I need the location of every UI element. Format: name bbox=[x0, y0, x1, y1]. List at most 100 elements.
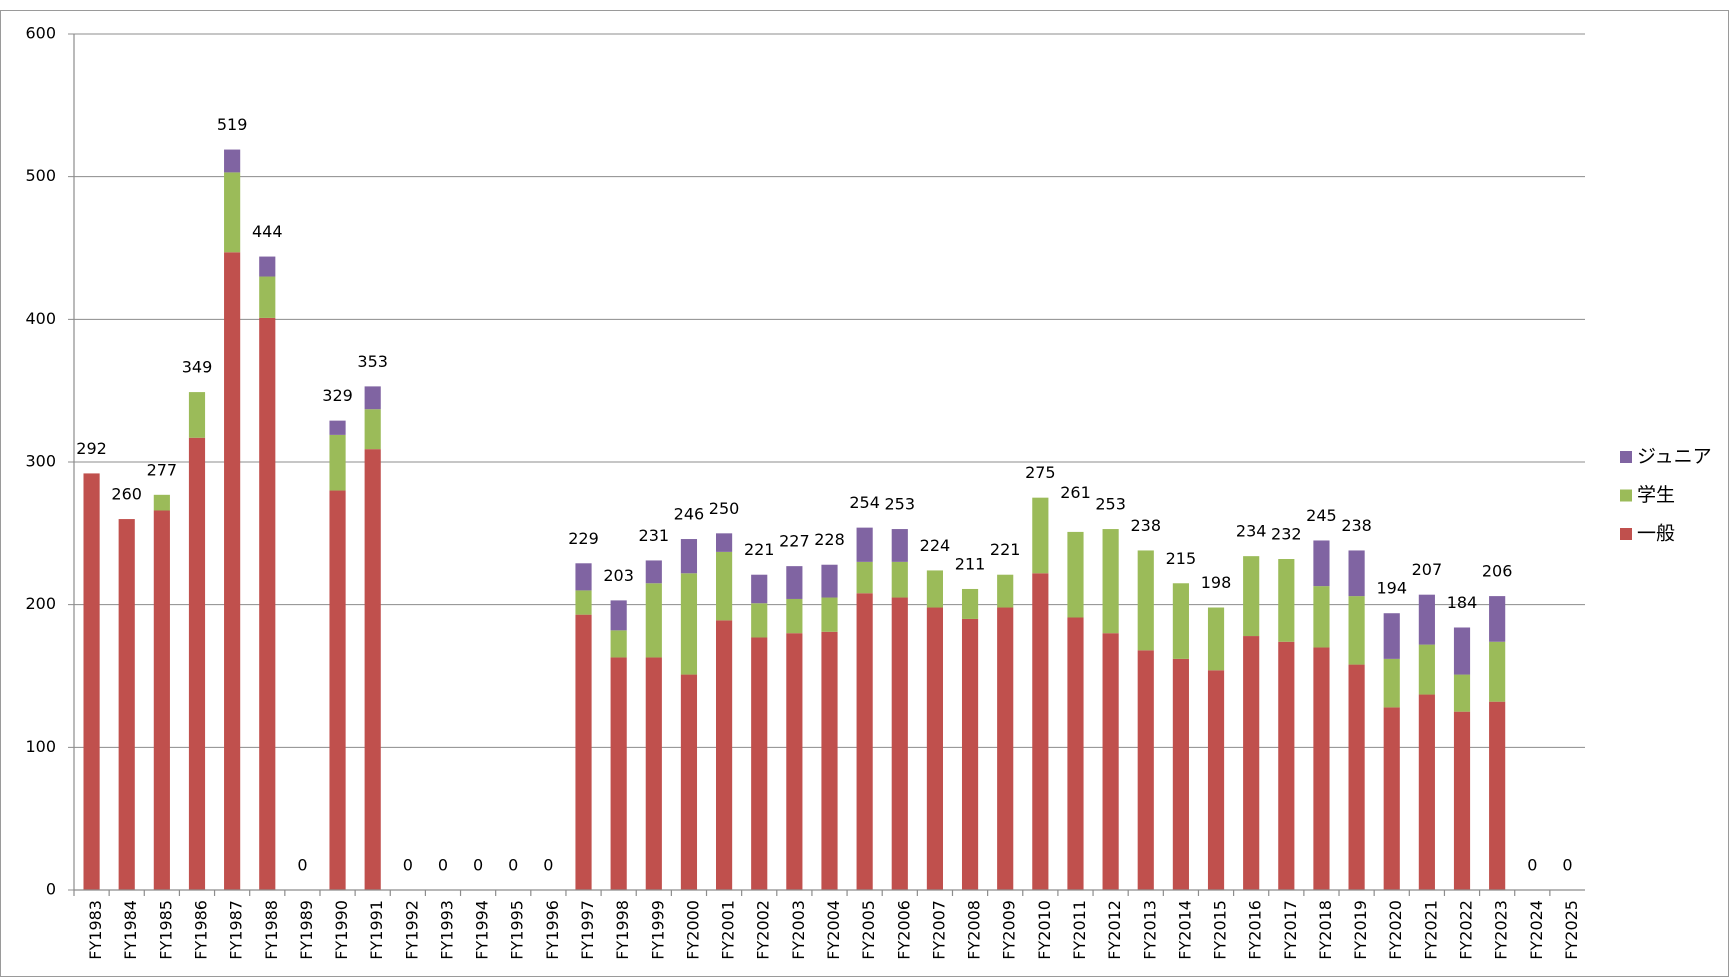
bar-segment bbox=[153, 510, 170, 890]
total-label: 329 bbox=[322, 386, 353, 405]
total-label: 0 bbox=[438, 856, 448, 875]
bar-segment bbox=[1418, 694, 1435, 890]
bar-segment bbox=[1383, 658, 1400, 708]
x-tick-label: FY2003 bbox=[789, 900, 808, 960]
total-label: 184 bbox=[1447, 593, 1478, 612]
x-tick-label: FY2015 bbox=[1211, 900, 1230, 960]
total-label: 246 bbox=[674, 505, 705, 524]
bar-segment bbox=[926, 570, 944, 608]
total-label: 228 bbox=[814, 530, 845, 549]
bar-segment bbox=[751, 603, 768, 638]
x-tick-label: FY2009 bbox=[1000, 900, 1019, 960]
bar-segment bbox=[645, 583, 662, 658]
total-label: 0 bbox=[543, 856, 553, 875]
x-tick-label: FY1984 bbox=[121, 900, 140, 960]
bar-segment bbox=[821, 564, 838, 598]
bar-segment bbox=[997, 607, 1014, 890]
total-label: 207 bbox=[1412, 560, 1443, 579]
x-tick-label: FY1993 bbox=[437, 900, 456, 960]
bar-segment bbox=[645, 560, 662, 584]
bar-segment bbox=[575, 614, 592, 890]
legend-label: 一般 bbox=[1637, 523, 1675, 545]
x-tick-label: FY1997 bbox=[578, 900, 597, 960]
bar-segment bbox=[786, 633, 803, 890]
bar-segment bbox=[1453, 627, 1471, 675]
y-tick-label: 0 bbox=[46, 880, 56, 899]
bar-segment bbox=[891, 529, 908, 562]
bar-segment bbox=[961, 618, 979, 890]
bar-segment bbox=[610, 657, 627, 890]
x-tick-label: FY2021 bbox=[1421, 900, 1440, 960]
bar-segment bbox=[1137, 550, 1154, 651]
x-tick-label: FY1998 bbox=[613, 900, 632, 960]
x-tick-label: FY1992 bbox=[402, 900, 421, 960]
bar-segment bbox=[680, 674, 698, 890]
x-tick-label: FY2016 bbox=[1246, 900, 1265, 960]
bar-segment bbox=[610, 600, 627, 631]
x-tick-label: FY2025 bbox=[1562, 900, 1581, 960]
bar-segment bbox=[1489, 701, 1506, 890]
total-label: 238 bbox=[1130, 516, 1161, 535]
bar-segment bbox=[751, 637, 768, 890]
total-label: 253 bbox=[885, 495, 916, 514]
legend-swatch bbox=[1620, 528, 1632, 540]
x-tick-label: FY2007 bbox=[929, 900, 948, 960]
total-label: 0 bbox=[508, 856, 518, 875]
bar-segment bbox=[329, 434, 346, 491]
total-label: 229 bbox=[568, 529, 599, 548]
legend-swatch bbox=[1620, 489, 1632, 502]
x-tick-label: FY1988 bbox=[262, 900, 281, 960]
x-tick-label: FY1983 bbox=[86, 900, 105, 960]
total-label: 245 bbox=[1306, 506, 1337, 525]
total-label: 0 bbox=[1527, 856, 1537, 875]
total-label: 444 bbox=[252, 222, 283, 241]
x-tick-label: FY1996 bbox=[543, 900, 562, 960]
bar-segment bbox=[1243, 556, 1260, 637]
total-label: 292 bbox=[76, 439, 107, 458]
x-tick-label: FY2002 bbox=[754, 900, 773, 960]
x-tick-label: FY1995 bbox=[508, 900, 527, 960]
y-tick-label: 300 bbox=[25, 452, 56, 471]
total-label: 227 bbox=[779, 532, 810, 551]
total-label: 194 bbox=[1376, 579, 1407, 598]
x-tick-label: FY2013 bbox=[1140, 900, 1159, 960]
bar-segment bbox=[680, 539, 698, 574]
bar-segment bbox=[1102, 633, 1119, 890]
bar-segment bbox=[821, 597, 838, 632]
bar-segment bbox=[821, 631, 838, 890]
bar-segment bbox=[1102, 529, 1119, 634]
bar-segment bbox=[188, 392, 206, 438]
bar-segment bbox=[1137, 650, 1154, 890]
bar-segment bbox=[715, 551, 733, 621]
y-tick-label: 600 bbox=[25, 24, 56, 43]
x-tick-label: FY1990 bbox=[332, 900, 351, 960]
bar-segment bbox=[329, 420, 346, 435]
x-tick-label: FY2012 bbox=[1105, 900, 1124, 960]
bar-segment bbox=[364, 409, 381, 450]
bar-segment bbox=[751, 574, 768, 604]
total-label: 0 bbox=[1562, 856, 1572, 875]
bar-segment bbox=[715, 533, 733, 552]
bar-segment bbox=[575, 590, 592, 615]
bar-segment bbox=[1383, 613, 1400, 659]
x-tick-label: FY2001 bbox=[719, 900, 738, 960]
bar-segment bbox=[83, 473, 100, 890]
bar-segment bbox=[856, 561, 873, 594]
total-label: 206 bbox=[1482, 562, 1513, 581]
bar-segment bbox=[1207, 607, 1225, 671]
bar-segment bbox=[1489, 596, 1506, 642]
bar-segment bbox=[997, 574, 1014, 608]
bar-segment bbox=[1172, 658, 1189, 890]
y-tick-label: 200 bbox=[25, 594, 56, 613]
bar-segment bbox=[1383, 707, 1400, 890]
total-label: 0 bbox=[473, 856, 483, 875]
bar-segment bbox=[961, 588, 979, 619]
total-label: 261 bbox=[1060, 483, 1091, 502]
bar-segment bbox=[1348, 596, 1365, 665]
bar-segment bbox=[1348, 550, 1365, 597]
bar-segment bbox=[224, 172, 241, 253]
total-label: 250 bbox=[709, 499, 740, 518]
total-label: 254 bbox=[849, 493, 880, 512]
y-tick-label: 100 bbox=[25, 737, 56, 756]
bar-segment bbox=[891, 597, 908, 890]
